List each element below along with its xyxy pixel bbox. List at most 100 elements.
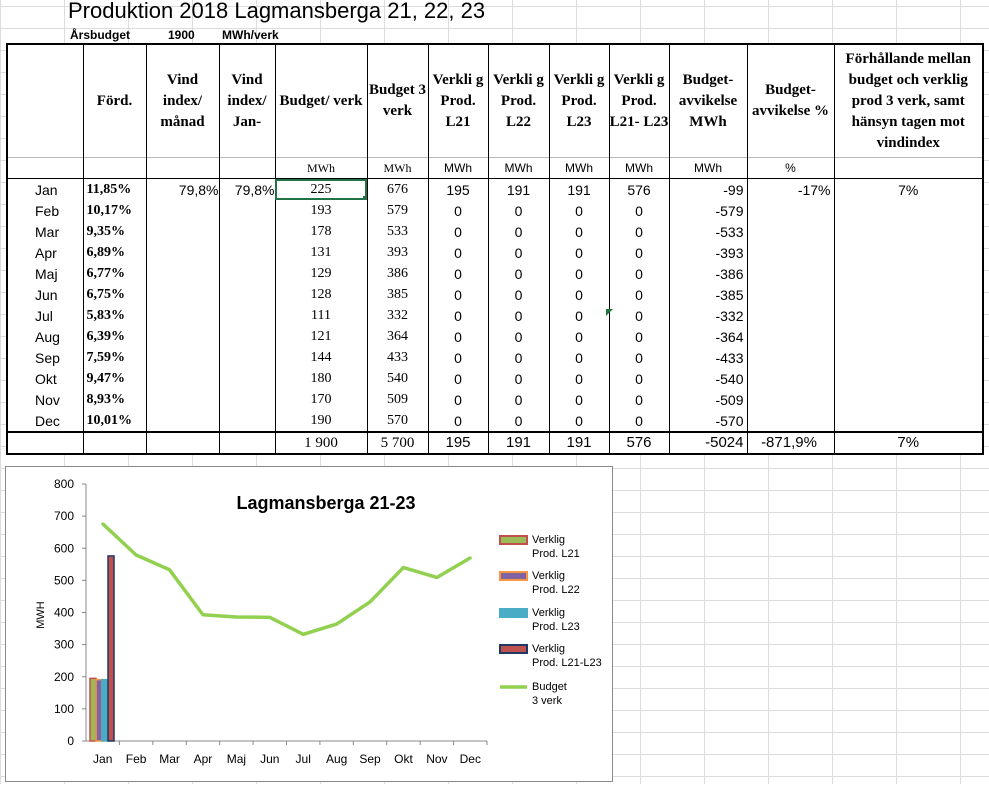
budget-verk-cell[interactable]: 170 (274, 389, 367, 410)
prod-l21-cell[interactable]: 0 (427, 410, 488, 432)
ford-cell[interactable]: 5,83% (82, 305, 146, 326)
budget-verk-cell[interactable]: 144 (274, 347, 367, 368)
total-ford-cell[interactable] (82, 431, 146, 455)
budget-3verk-cell[interactable]: 570 (366, 410, 428, 432)
vind-jan-cell[interactable] (218, 389, 275, 410)
vind-jan-cell[interactable] (218, 242, 275, 263)
prod-l21-cell[interactable]: 0 (427, 347, 488, 368)
header-cell-11[interactable]: Budget- avvikelse % (746, 44, 834, 158)
prod-total-cell[interactable]: 0 (608, 368, 669, 389)
unit-cell-12[interactable] (833, 157, 983, 179)
unit-cell-3[interactable] (218, 157, 275, 179)
month-cell[interactable]: Maj (35, 265, 58, 282)
month-cell[interactable]: Jan (35, 181, 58, 198)
month-cell[interactable]: Nov (35, 391, 60, 408)
prod-total-cell[interactable]: 0 (608, 221, 669, 242)
deviation-pct-cell[interactable] (746, 242, 834, 263)
deviation-mwh-cell[interactable]: -332 (668, 305, 747, 326)
deviation-mwh-cell[interactable]: -393 (668, 242, 747, 263)
vind-jan-cell[interactable] (218, 368, 275, 389)
ford-cell[interactable]: 6,89% (82, 242, 146, 263)
vind-jan-cell[interactable] (218, 347, 275, 368)
prod-l22-cell[interactable]: 0 (487, 326, 549, 347)
prod-l21-cell[interactable]: 0 (427, 221, 488, 242)
total-budget-verk-cell[interactable]: 1 900 (274, 431, 367, 455)
total-deviation-pct-cell[interactable]: -871,9% (746, 431, 834, 455)
ford-cell[interactable]: 9,47% (82, 368, 146, 389)
deviation-mwh-cell[interactable]: -570 (668, 410, 747, 432)
budget-3verk-cell[interactable]: 540 (366, 368, 428, 389)
total-ratio-cell[interactable]: 7% (833, 431, 983, 455)
deviation-mwh-cell[interactable]: -579 (668, 200, 747, 221)
month-cell[interactable]: Jul (35, 307, 53, 324)
month-cell[interactable]: Dec (35, 412, 60, 429)
total-vind-jan-cell[interactable] (218, 431, 275, 455)
prod-l23-cell[interactable]: 0 (548, 326, 609, 347)
ratio-cell[interactable] (833, 284, 983, 305)
prod-l23-cell[interactable]: 0 (548, 284, 609, 305)
unit-cell-5[interactable]: MWh (366, 157, 428, 179)
budget-verk-cell[interactable]: 128 (274, 284, 367, 305)
prod-l23-cell[interactable]: 0 (548, 200, 609, 221)
vind-jan-cell[interactable] (218, 326, 275, 347)
ratio-cell[interactable]: 7% (833, 178, 983, 200)
budget-verk-cell[interactable]: 131 (274, 242, 367, 263)
header-cell-3[interactable]: Vind index/ Jan- (218, 44, 275, 158)
prod-l22-cell[interactable]: 0 (487, 221, 549, 242)
ratio-cell[interactable] (833, 347, 983, 368)
ratio-cell[interactable] (833, 305, 983, 326)
ratio-cell[interactable] (833, 410, 983, 432)
vind-month-cell[interactable] (145, 242, 219, 263)
unit-cell-10[interactable]: MWh (668, 157, 747, 179)
vind-month-cell[interactable] (145, 200, 219, 221)
unit-cell-1[interactable] (82, 157, 146, 179)
prod-l21-cell[interactable]: 195 (427, 178, 488, 200)
prod-total-cell[interactable]: 0 (608, 389, 669, 410)
ford-cell[interactable]: 11,85% (82, 178, 146, 200)
budget-3verk-cell[interactable]: 332 (366, 305, 428, 326)
budget-verk-cell[interactable]: 190 (274, 410, 367, 432)
month-cell[interactable]: Sep (35, 349, 60, 366)
total-month-cell[interactable] (7, 431, 83, 455)
vind-month-cell[interactable] (145, 389, 219, 410)
prod-l21-cell[interactable]: 0 (427, 389, 488, 410)
deviation-pct-cell[interactable] (746, 389, 834, 410)
ratio-cell[interactable] (833, 263, 983, 284)
deviation-mwh-cell[interactable]: -540 (668, 368, 747, 389)
vind-jan-cell[interactable] (218, 410, 275, 432)
prod-l23-cell[interactable]: 0 (548, 242, 609, 263)
prod-l23-cell[interactable]: 0 (548, 221, 609, 242)
prod-l21-cell[interactable]: 0 (427, 326, 488, 347)
header-cell-9[interactable]: Verkli g Prod. L21- L23 (608, 44, 669, 158)
budget-verk-cell[interactable]: 178 (274, 221, 367, 242)
ford-cell[interactable]: 7,59% (82, 347, 146, 368)
total-vind-month-cell[interactable] (145, 431, 219, 455)
deviation-pct-cell[interactable] (746, 410, 834, 432)
unit-cell-6[interactable]: MWh (427, 157, 488, 179)
total-prod-total-cell[interactable]: 576 (608, 431, 669, 455)
prod-total-cell[interactable]: 0 (608, 242, 669, 263)
ratio-cell[interactable] (833, 389, 983, 410)
header-cell-6[interactable]: Verkli g Prod. L21 (427, 44, 488, 158)
ford-cell[interactable]: 9,35% (82, 221, 146, 242)
total-budget-3verk-cell[interactable]: 5 700 (366, 431, 428, 455)
budget-3verk-cell[interactable]: 533 (366, 221, 428, 242)
deviation-mwh-cell[interactable]: -433 (668, 347, 747, 368)
prod-l23-cell[interactable]: 0 (548, 389, 609, 410)
budget-3verk-cell[interactable]: 509 (366, 389, 428, 410)
total-prod-l21-cell[interactable]: 195 (427, 431, 488, 455)
unit-cell-11[interactable]: % (746, 157, 834, 179)
prod-l21-cell[interactable]: 0 (427, 305, 488, 326)
vind-jan-cell[interactable] (218, 200, 275, 221)
prod-l23-cell[interactable]: 0 (548, 410, 609, 432)
header-cell-12[interactable]: Förhållande mellan budget och verklig pr… (833, 44, 983, 158)
ford-cell[interactable]: 8,93% (82, 389, 146, 410)
header-cell-1[interactable]: Förd. (82, 44, 146, 158)
budget-verk-cell[interactable]: 180 (274, 368, 367, 389)
month-cell[interactable]: Okt (35, 370, 57, 387)
prod-l21-cell[interactable]: 0 (427, 368, 488, 389)
deviation-mwh-cell[interactable]: -509 (668, 389, 747, 410)
prod-l22-cell[interactable]: 0 (487, 410, 549, 432)
vind-month-cell[interactable]: 79,8% (145, 178, 219, 200)
budget-verk-cell[interactable]: 225 (274, 178, 367, 200)
